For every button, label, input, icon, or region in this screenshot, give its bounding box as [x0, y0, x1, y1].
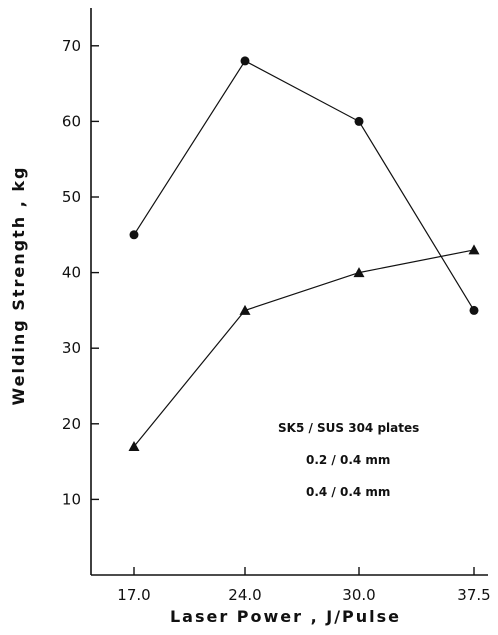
- ticks: 10 20 30 40 50 60 70 17.0 24.0 30.0 37.5: [62, 37, 491, 604]
- x-tick-label: 37.5: [457, 586, 490, 604]
- y-tick-label: 40: [62, 264, 81, 282]
- y-tick-label: 10: [62, 490, 81, 508]
- x-tick-label: 17.0: [117, 586, 150, 604]
- legend: SK5 / SUS 304 plates 0.2 / 0.4 mm 0.4 / …: [278, 421, 419, 499]
- axes: [90, 8, 488, 576]
- x-tick-label: 24.0: [228, 586, 261, 604]
- data-point-triangle: [353, 267, 365, 278]
- y-tick-label: 20: [62, 415, 81, 433]
- legend-entry-series-2: 0.4 / 0.4 mm: [306, 485, 390, 499]
- x-axis-title: Laser Power , J/Pulse: [170, 607, 401, 626]
- data-point-circle: [240, 56, 250, 66]
- data-point-triangle: [128, 440, 140, 451]
- y-tick-label: 30: [62, 339, 81, 357]
- series-lines: [133, 60, 475, 447]
- series-line-2: [133, 249, 475, 447]
- y-tick-label: 50: [62, 188, 81, 206]
- data-point-circle: [129, 230, 139, 240]
- data-point-circle: [469, 305, 479, 315]
- x-tick-label: 30.0: [342, 586, 375, 604]
- series-line-1: [133, 60, 475, 311]
- legend-entry-series-1: 0.2 / 0.4 mm: [306, 453, 390, 467]
- y-axis-title: Welding Strength , kg: [9, 166, 28, 406]
- legend-title: SK5 / SUS 304 plates: [278, 421, 419, 435]
- y-tick-label: 70: [62, 37, 81, 55]
- y-tick-label: 60: [62, 112, 81, 130]
- data-point-circle: [354, 116, 364, 126]
- series-markers: [128, 56, 480, 451]
- data-point-triangle: [239, 304, 251, 315]
- data-point-triangle: [468, 244, 480, 255]
